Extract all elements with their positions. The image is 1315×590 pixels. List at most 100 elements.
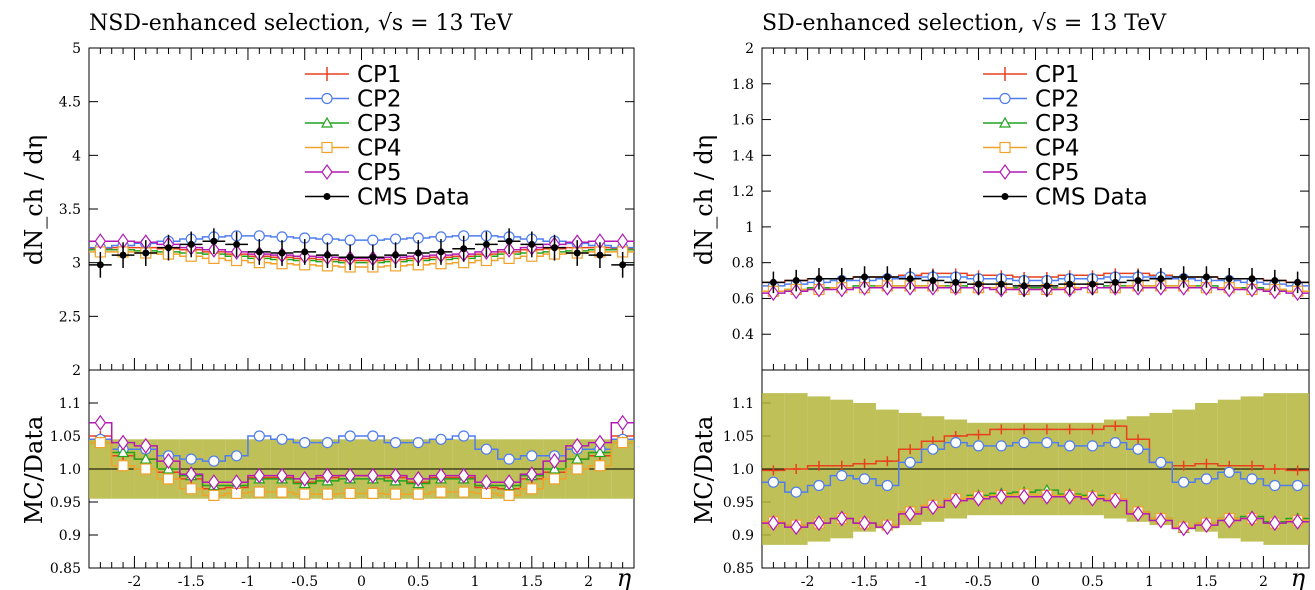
ratio-marker-cp4 [435, 486, 447, 498]
ratio-marker-cp1 [768, 465, 779, 476]
ratio-marker-cp1 [996, 424, 1007, 435]
ratio-marker-cp4 [185, 483, 197, 495]
main-y-tick-label: 0.4 [732, 327, 754, 343]
ratio-marker-cp5 [162, 453, 175, 470]
ratio-marker-cp2 [1086, 440, 1099, 452]
ratio-marker-cp3 [593, 446, 606, 458]
main-y-tick-label: 2 [72, 363, 81, 379]
data-point [1134, 277, 1142, 285]
data-point [1088, 280, 1096, 288]
ratio-marker-cp2 [1269, 479, 1281, 492]
ratio-marker-cp4 [162, 473, 175, 485]
ratio-marker-cp5 [94, 414, 107, 431]
ratio-marker-cp5 [140, 437, 152, 454]
main-y-tick-label: 1.4 [732, 148, 754, 164]
data-point [233, 240, 241, 248]
right-x-axis-label: η [1291, 564, 1306, 590]
data-point [573, 249, 581, 257]
ratio-marker-cp1 [813, 460, 824, 471]
left-main-series [89, 228, 634, 278]
ratio-marker-cp2 [1292, 479, 1304, 492]
ratio-marker-cp2 [367, 430, 379, 442]
data-point [482, 240, 490, 248]
data-point [792, 277, 800, 285]
ratio-marker-cp5 [1200, 517, 1213, 534]
data-point [1225, 275, 1233, 283]
ratio-marker-cp1 [1247, 460, 1258, 471]
ratio-marker-cp2 [526, 450, 538, 462]
ratio-y-tick-label: 1.05 [50, 429, 81, 445]
data-point [528, 240, 536, 248]
x-tick-label: 0 [1031, 574, 1040, 590]
ratio-marker-cp2 [299, 437, 311, 449]
x-tick-label: 0 [357, 574, 366, 590]
ratio-marker-cp4 [344, 487, 356, 500]
right-main-series [762, 266, 1309, 302]
data-point [1202, 273, 1210, 281]
legend-label: CP1 [357, 62, 402, 88]
ratio-marker-cp2 [1109, 437, 1121, 449]
legend-label: CP2 [1035, 87, 1080, 113]
ratio-marker-cp5 [1177, 520, 1190, 537]
legend-label: CP1 [1035, 62, 1080, 88]
ratio-marker-cp1 [905, 444, 916, 455]
ratio-marker-cp2 [1064, 440, 1076, 452]
main-y-tick-label: 3.5 [59, 202, 81, 218]
ratio-marker-cp1 [1178, 460, 1189, 471]
ratio-marker-cp5 [594, 434, 606, 451]
marker-cp2 [344, 234, 356, 246]
main-y-tick-label: 1.2 [732, 184, 754, 200]
ratio-marker-cp2 [276, 433, 288, 445]
data-point [815, 275, 823, 283]
x-tick-label: 2 [1259, 574, 1268, 590]
ratio-y-tick-label: 0.9 [732, 528, 754, 544]
ratio-marker-cp5 [571, 437, 583, 454]
ratio-y-tick-label: 1.1 [732, 396, 754, 412]
main-y-tick-label: 5 [72, 41, 81, 57]
ratio-marker-cp2 [904, 456, 916, 468]
ratio-marker-cp2 [1246, 473, 1258, 485]
ratio-marker-cp2 [344, 430, 356, 442]
ratio-marker-cp1 [1019, 424, 1030, 435]
data-point [1020, 282, 1028, 290]
ratio-marker-cp5 [1018, 488, 1030, 505]
ratio-marker-cp1 [1064, 424, 1075, 435]
data-point [437, 248, 445, 256]
x-tick-label: -2 [801, 574, 815, 590]
ratio-marker-cp2 [458, 430, 470, 442]
legend-marker [1001, 193, 1009, 200]
ratio-marker-cp5 [117, 434, 129, 451]
left-y-axis-label: dN_ch / dη [20, 135, 48, 265]
data-point [323, 251, 331, 259]
ratio-marker-cp4 [299, 488, 311, 500]
x-tick-label: -1.5 [178, 574, 205, 590]
ratio-marker-cp1 [1087, 424, 1098, 435]
ratio-marker-cp5 [949, 492, 962, 509]
data-point [551, 244, 559, 252]
ratio-marker-cp2 [435, 433, 447, 445]
ratio-marker-cp5 [344, 467, 356, 484]
data-point [392, 251, 400, 259]
ratio-marker-cp5 [858, 515, 871, 532]
legend-label: CP4 [1035, 136, 1080, 162]
ratio-marker-cp4 [389, 488, 402, 500]
data-point [278, 249, 286, 257]
ratio-marker-cp5 [1041, 488, 1053, 505]
legend-marker [320, 116, 334, 128]
legend-label: CP5 [1035, 160, 1080, 186]
main-y-tick-label: 0.6 [732, 291, 754, 307]
main-y-tick-label: 4 [72, 148, 81, 164]
main-y-tick-label: 1.6 [732, 113, 754, 129]
main-y-tick-label: 3 [72, 256, 81, 272]
legend-marker [999, 163, 1011, 181]
ratio-marker-cp5 [276, 467, 288, 484]
ratio-marker-cp2 [321, 437, 334, 449]
ratio-marker-cp2 [389, 437, 402, 449]
ratio-marker-cp1 [973, 429, 984, 440]
ratio-marker-cp2 [858, 473, 871, 485]
legend-marker [321, 92, 333, 105]
data-point [142, 249, 150, 257]
main-y-tick-label: 0.8 [732, 256, 754, 272]
